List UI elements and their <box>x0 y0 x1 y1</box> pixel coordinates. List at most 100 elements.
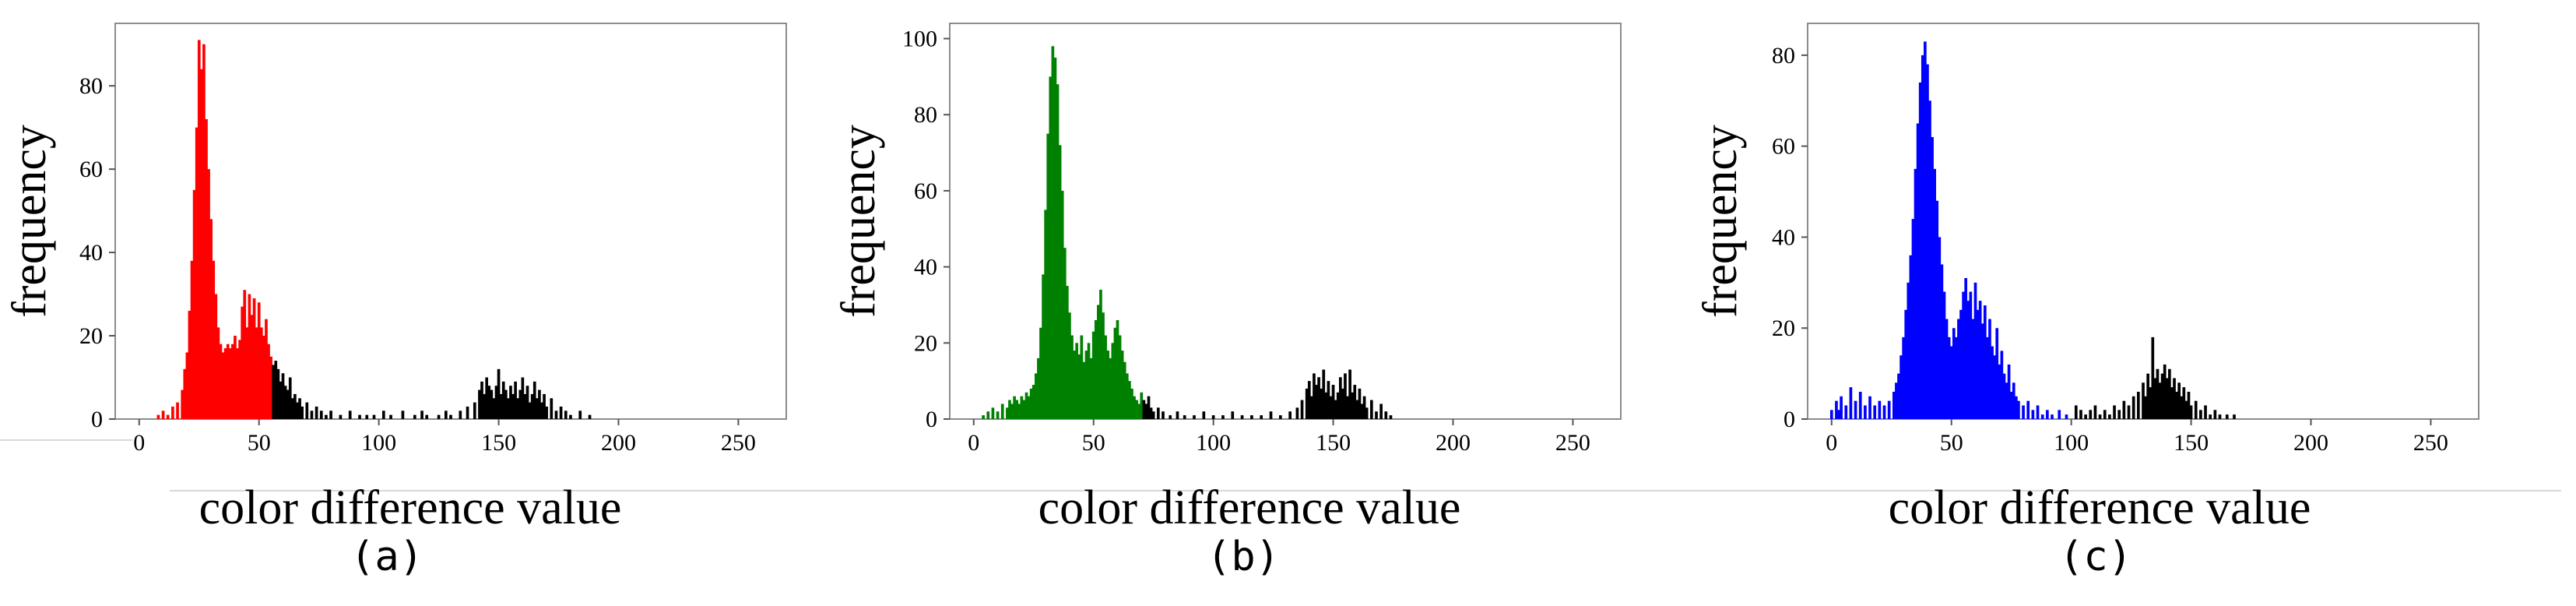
histogram-bar <box>1183 415 1186 419</box>
histogram-bar <box>1988 319 1991 419</box>
histogram-bar <box>1310 396 1313 419</box>
histogram-bar <box>1020 396 1024 419</box>
histogram-bar <box>1935 200 1939 419</box>
histogram-bar <box>1022 400 1026 419</box>
histogram-bar <box>2089 410 2093 419</box>
histogram-bar <box>2149 387 2153 419</box>
histogram-bar <box>1140 392 1144 419</box>
histogram-bar <box>209 219 213 419</box>
histogram-bar <box>2117 410 2121 419</box>
histogram-bar <box>290 398 294 419</box>
histogram-bar <box>1300 400 1304 419</box>
histogram-bar <box>1111 343 1115 419</box>
histogram-bar <box>2184 400 2188 419</box>
histogram-bar <box>490 389 494 419</box>
histogram-bar <box>1945 319 1949 419</box>
histogram-bar <box>1902 336 1905 419</box>
x-tick-label: 150 <box>481 430 516 456</box>
histogram-bar <box>2142 382 2145 419</box>
histogram-bar <box>188 310 192 419</box>
caption-b: (b) <box>1207 534 1280 580</box>
histogram-bar <box>1338 377 1342 419</box>
histogram-bar <box>543 393 546 419</box>
histogram-bar <box>2026 400 2030 419</box>
histogram-bar <box>1063 248 1067 419</box>
histogram-bar <box>276 368 280 419</box>
histogram-bar <box>166 414 170 419</box>
histogram-bar <box>1840 396 1843 419</box>
x-tick-label: 250 <box>2413 430 2448 456</box>
histogram-bar <box>528 402 532 419</box>
x-tick-label: 0 <box>133 430 145 456</box>
y-tick-label: 0 <box>1784 407 1795 432</box>
histogram-bar <box>1060 190 1064 419</box>
histogram-bar <box>223 348 227 419</box>
histogram-bar <box>545 406 548 419</box>
histogram-bar <box>339 414 343 419</box>
histogram-bar <box>1161 411 1165 419</box>
histogram-bar <box>310 410 314 419</box>
histogram-bar <box>2194 400 2198 419</box>
y-tick-label: 0 <box>91 407 103 432</box>
histogram-bar <box>1113 327 1117 419</box>
histogram-bar <box>2005 382 2008 419</box>
histogram-bar <box>1887 400 1891 419</box>
histogram-bar <box>238 340 241 419</box>
x-tick-label: 150 <box>2174 430 2209 456</box>
histogram-bar <box>483 393 486 419</box>
histogram-bar <box>473 402 476 419</box>
histogram-bar <box>478 389 481 419</box>
histogram-bar <box>991 407 995 419</box>
histogram-bar <box>1926 64 1929 419</box>
histogram-bar <box>2098 414 2102 419</box>
histogram-bar <box>1358 388 1362 419</box>
histogram-bar <box>2122 400 2126 419</box>
histogram-bar <box>1029 388 1033 419</box>
histogram-bar <box>1058 145 1062 420</box>
histogram-bar <box>1034 373 1038 419</box>
histogram-bar <box>2225 414 2229 419</box>
histogram-bar <box>228 348 232 419</box>
histogram-bar <box>1983 305 1987 419</box>
y-tick-label: 80 <box>79 73 103 99</box>
histogram-bar <box>1952 328 1956 419</box>
histogram-bars <box>982 46 1393 420</box>
histogram-bar <box>1260 415 1263 419</box>
y-tick-label: 40 <box>1772 224 1795 250</box>
histogram-bars <box>1829 41 2236 420</box>
x-tick-label: 0 <box>968 430 979 456</box>
caption-a: (a) <box>350 534 423 580</box>
histogram-bar <box>281 373 285 419</box>
histogram-bar <box>1039 327 1042 419</box>
panel-captions: (a) (b) (c) <box>350 534 2132 580</box>
histogram-bar <box>1315 385 1318 419</box>
histogram-bar <box>507 398 510 419</box>
histogram-bar <box>226 344 230 419</box>
histogram-bar <box>1849 387 1853 419</box>
histogram-bar <box>521 377 525 419</box>
histogram-bar <box>1042 274 1045 419</box>
histogram-bar <box>1844 405 1848 419</box>
histogram-bar <box>216 327 220 419</box>
y-axis-title: frequency <box>1694 125 1747 318</box>
histogram-bar <box>202 44 206 419</box>
histogram-bar <box>1053 57 1057 419</box>
histogram-bar <box>2036 405 2040 419</box>
histogram-bar <box>2065 414 2068 419</box>
histogram-bar <box>1384 411 1388 419</box>
histogram-bar <box>241 306 244 419</box>
histogram-bar <box>1918 82 1922 419</box>
histogram-bar <box>437 414 441 419</box>
histogram-bar <box>381 410 385 419</box>
histogram-bar <box>252 298 256 419</box>
histogram-bar <box>2180 396 2184 419</box>
histogram-bar <box>578 410 582 419</box>
histogram-bar <box>1933 168 1937 419</box>
histogram-bar <box>1027 396 1031 419</box>
histogram-bar <box>2158 382 2162 419</box>
histogram-bar <box>1106 351 1110 419</box>
histogram-bar <box>1104 335 1107 419</box>
histogram-bar <box>487 386 491 419</box>
histogram-bar <box>525 386 529 419</box>
histogram-bar <box>511 393 515 419</box>
